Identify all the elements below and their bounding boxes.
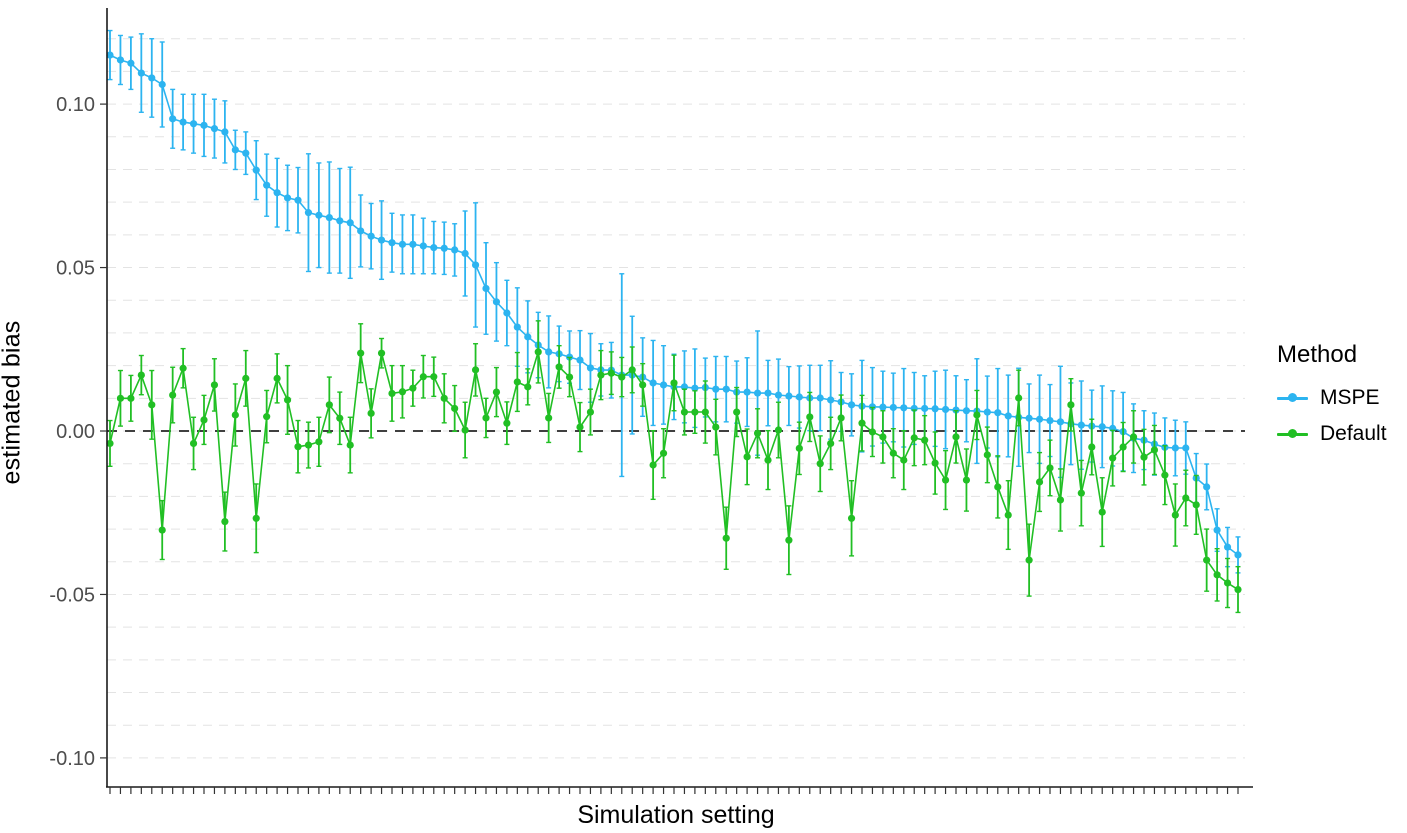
y-tick-labels: 0.10 0.05 0.00 -0.05 -0.10 xyxy=(49,94,95,770)
y-tick-label: 0.00 xyxy=(56,421,95,443)
legend: Method MSPE Default xyxy=(1277,341,1387,447)
default-key-icon xyxy=(1277,421,1308,447)
y-tick-label: 0.10 xyxy=(56,94,95,116)
gridlines xyxy=(107,38,1245,759)
legend-label-mspe: MSPE xyxy=(1320,386,1380,409)
y-tick-label: -0.05 xyxy=(49,584,95,606)
legend-label-default: Default xyxy=(1320,422,1387,445)
x-axis-title: Simulation setting xyxy=(577,801,775,829)
legend-title: Method xyxy=(1277,341,1358,368)
y-axis-title: estimated bias xyxy=(0,320,26,485)
axis-lines xyxy=(106,8,1253,788)
legend-entry-mspe: MSPE xyxy=(1277,385,1387,411)
y-tick-label: 0.05 xyxy=(56,258,95,280)
mspe-key-icon xyxy=(1277,385,1308,411)
axis-ticks xyxy=(100,103,1239,794)
y-tick-label: -0.10 xyxy=(49,748,95,770)
data-series xyxy=(106,29,1242,614)
legend-entry-default: Default xyxy=(1277,421,1387,447)
